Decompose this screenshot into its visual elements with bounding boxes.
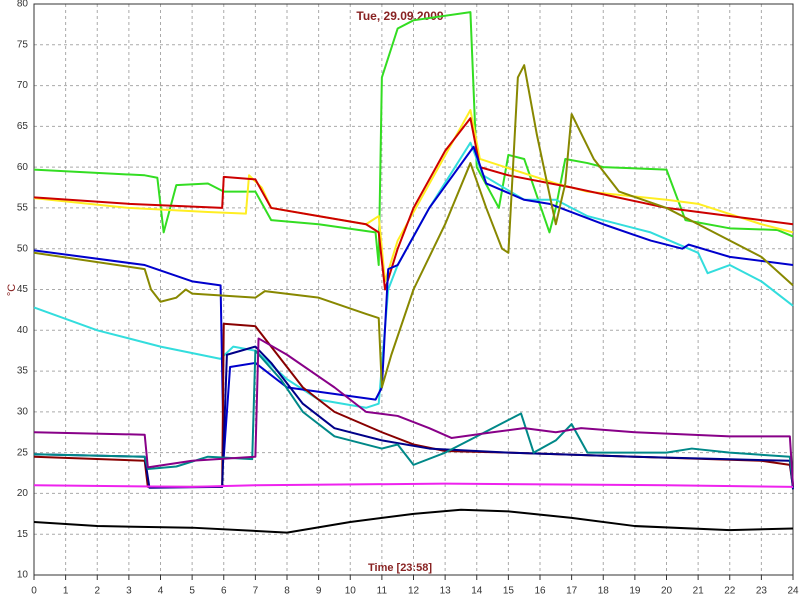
x-tick-label: 3 (126, 586, 132, 597)
series-line (33, 337, 794, 486)
series-line (33, 482, 794, 488)
chart-title: Tue, 29.09.2009 (356, 9, 443, 23)
series-line (33, 508, 794, 534)
x-tick-label: 0 (31, 586, 37, 597)
x-tick-label: 11 (377, 586, 388, 597)
y-tick-label: 55 (17, 203, 29, 214)
x-tick-label: 23 (756, 586, 768, 597)
y-axis-label: °C (6, 284, 18, 296)
series-line (33, 64, 794, 389)
x-tick-label: 5 (189, 586, 195, 597)
y-tick-label: 20 (17, 488, 29, 499)
x-tick-label: 17 (566, 586, 578, 597)
x-tick-label: 22 (724, 586, 736, 597)
series-line (33, 11, 794, 267)
x-tick-label: 2 (94, 586, 100, 597)
y-tick-label: 65 (17, 121, 29, 132)
y-tick-label: 35 (17, 366, 29, 377)
y-tick-label: 15 (17, 529, 29, 540)
y-tick-label: 40 (17, 325, 29, 336)
x-tick-label: 14 (471, 586, 483, 597)
y-tick-label: 80 (17, 0, 29, 10)
plot-frame (33, 3, 794, 576)
x-axis-label: Time [23:58] (368, 562, 432, 574)
y-tick-label: 75 (17, 39, 29, 50)
x-tick-label: 18 (598, 586, 610, 597)
x-tick-label: 13 (440, 586, 452, 597)
x-tick-label: 4 (158, 586, 164, 597)
x-tick-label: 19 (629, 586, 641, 597)
x-tick-label: 24 (787, 586, 799, 597)
y-tick-label: 50 (17, 243, 29, 254)
x-tick-label: 1 (63, 586, 69, 597)
x-tick-label: 20 (661, 586, 673, 597)
x-tick-label: 16 (534, 586, 546, 597)
series-line (33, 349, 794, 486)
y-tick-label: 70 (17, 80, 29, 91)
x-tick-label: 9 (316, 586, 322, 597)
y-tick-label: 60 (17, 162, 29, 173)
series-line (33, 117, 794, 291)
x-tick-label: 15 (503, 586, 515, 597)
x-tick-label: 8 (284, 586, 290, 597)
y-tick-label: 30 (17, 406, 29, 417)
x-tick-label: 21 (693, 586, 705, 597)
x-tick-label: 12 (408, 586, 420, 597)
x-tick-label: 6 (221, 586, 227, 597)
x-tick-label: 10 (345, 586, 357, 597)
x-tick-label: 7 (253, 586, 259, 597)
y-tick-label: 25 (17, 447, 29, 458)
y-tick-label: 45 (17, 284, 29, 295)
y-tick-label: 10 (17, 570, 29, 581)
